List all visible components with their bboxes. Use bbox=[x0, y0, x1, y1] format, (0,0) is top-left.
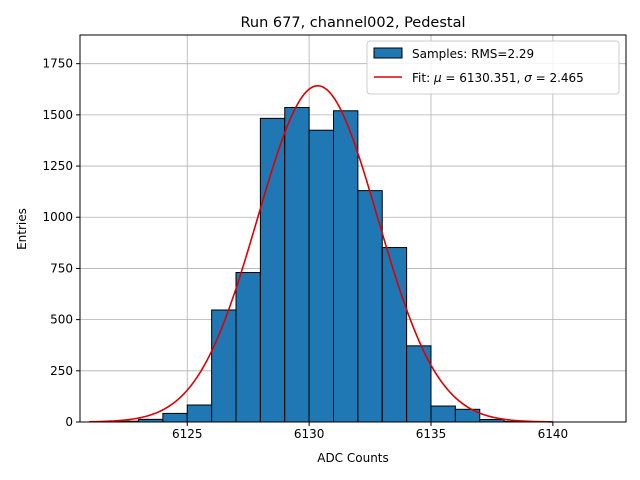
y-tick-label: 1000 bbox=[42, 210, 73, 224]
histogram-bar bbox=[284, 106, 310, 423]
y-tick-label: 1750 bbox=[42, 57, 73, 71]
legend-label-fit: Fit: μ = 6130.351, σ = 2.465 bbox=[412, 71, 584, 85]
histogram-bar bbox=[211, 309, 237, 423]
fit-sigma-symbol: σ bbox=[524, 71, 532, 85]
x-tick-label: 6135 bbox=[416, 427, 447, 441]
legend-box bbox=[366, 40, 620, 95]
histogram-bar bbox=[308, 129, 334, 423]
histogram-bar bbox=[235, 272, 261, 423]
y-tick-label: 500 bbox=[50, 313, 73, 327]
x-tick-label: 6130 bbox=[294, 427, 325, 441]
x-tick-label: 6140 bbox=[538, 427, 569, 441]
y-tick-label: 1250 bbox=[42, 159, 73, 173]
x-axis-ticks: 6125 6130 6135 6140 bbox=[172, 422, 568, 441]
y-tick-label: 750 bbox=[50, 261, 73, 275]
legend-swatch-samples bbox=[373, 47, 403, 59]
fit-mu-symbol: μ bbox=[433, 71, 442, 85]
fit-mu-value: = 6130.351, bbox=[442, 71, 525, 85]
fit-curve bbox=[89, 84, 553, 423]
fit-label-prefix: Fit: bbox=[412, 71, 434, 85]
legend-label-samples: Samples: RMS=2.29 bbox=[412, 47, 534, 61]
histogram-bar bbox=[357, 190, 383, 423]
x-axis-label: ADC Counts bbox=[317, 451, 389, 465]
y-axis-ticks: 0 250 500 750 1000 1250 1500 1750 bbox=[42, 57, 80, 429]
chart-title: Run 677, channel002, Pedestal bbox=[240, 15, 465, 31]
histogram-bar bbox=[430, 405, 456, 423]
x-tick-label: 6125 bbox=[172, 427, 203, 441]
histogram-bar bbox=[162, 412, 188, 423]
fit-sigma-value: = 2.465 bbox=[532, 71, 584, 85]
histogram-bar bbox=[333, 110, 359, 423]
plot-frame bbox=[79, 34, 627, 423]
histogram-bar bbox=[381, 247, 408, 423]
y-tick-label: 1500 bbox=[42, 108, 73, 122]
legend: Samples: RMS=2.29 Fit: μ = 6130.351, σ =… bbox=[366, 40, 620, 95]
histogram-bar bbox=[259, 117, 286, 423]
y-axis-label: Entries bbox=[15, 208, 29, 250]
histogram-bars bbox=[89, 106, 529, 423]
y-tick-label: 0 bbox=[65, 415, 73, 429]
y-tick-label: 250 bbox=[50, 364, 73, 378]
histogram-bar bbox=[186, 404, 213, 423]
